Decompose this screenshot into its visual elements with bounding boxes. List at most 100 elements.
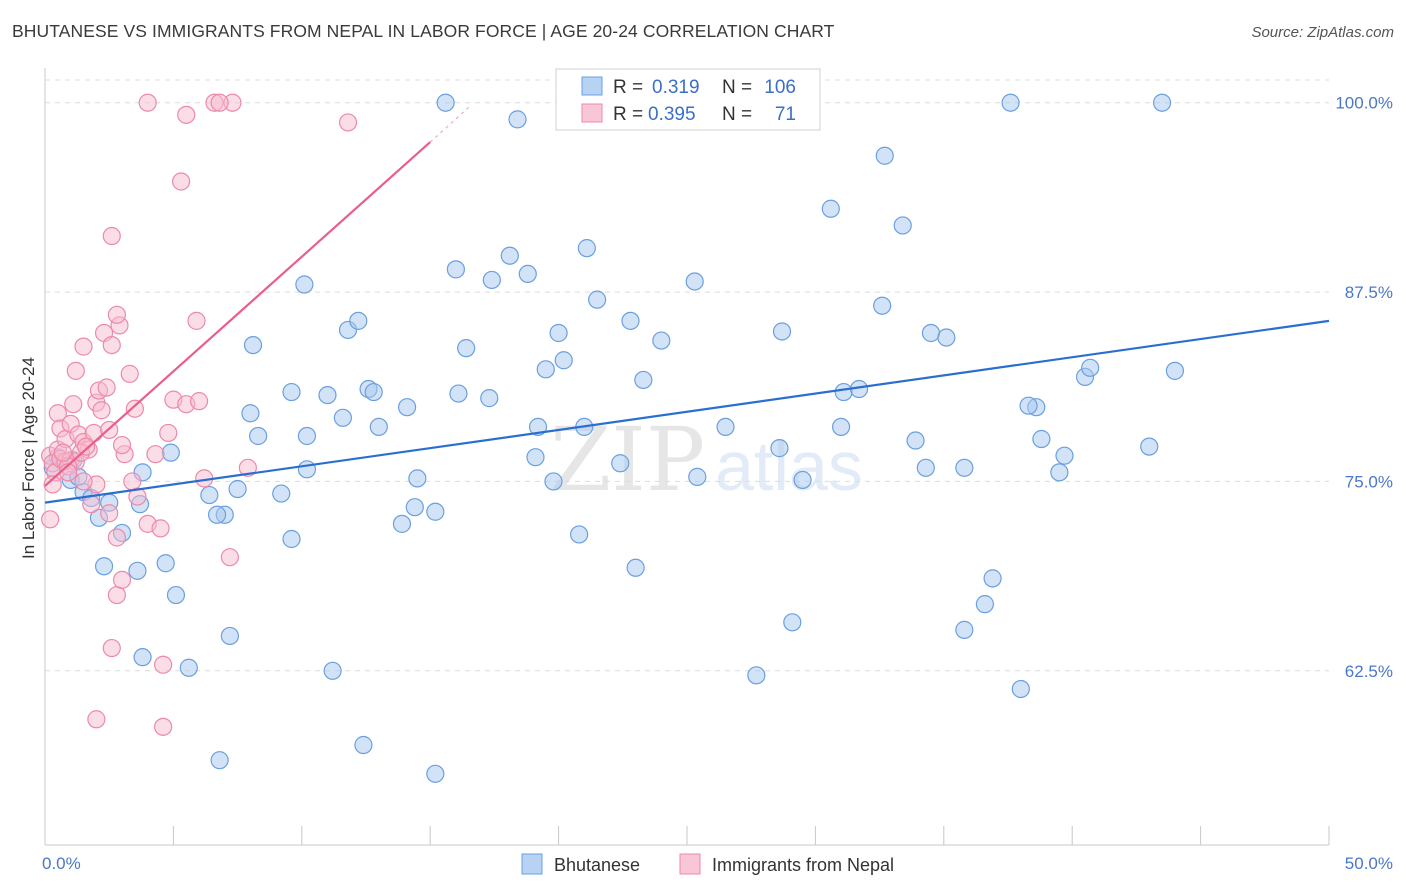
nepal-point: [238, 458, 257, 477]
bhutanese-point: [369, 417, 388, 437]
bhutanese-point: [821, 199, 840, 218]
bhutanese-point: [955, 458, 974, 477]
bhutanese-point: [875, 146, 894, 165]
nepal-point: [187, 311, 206, 330]
legend-n-label-1: N =: [722, 77, 752, 98]
bhutanese-point: [621, 311, 640, 330]
chart-title: BHUTANESE VS IMMIGRANTS FROM NEPAL IN LA…: [12, 21, 835, 41]
nepal-point: [220, 548, 239, 567]
legend-r-label-2: R =: [613, 104, 643, 125]
series-legend: Bhutanese Immigrants from Nepal: [521, 853, 894, 875]
nepal-point: [100, 504, 119, 523]
nepal-point: [151, 519, 170, 538]
bhutanese-point: [128, 561, 147, 580]
bhutanese-point: [1011, 679, 1030, 699]
nepal-point: [74, 472, 93, 491]
nepal-point: [41, 510, 60, 529]
bhutanese-point: [549, 323, 568, 343]
nepal-point: [172, 172, 191, 191]
bhutanese-point: [282, 382, 301, 402]
nepal-trend-line: [44, 141, 431, 487]
bhutanese-point: [436, 93, 455, 112]
bhutanese-point: [975, 595, 994, 614]
bhutanese-trend-line: [44, 319, 1330, 504]
nepal-point: [92, 401, 111, 420]
bhutanese-point: [588, 290, 607, 309]
nepal-point: [66, 361, 85, 380]
bhutanese-point: [408, 469, 427, 488]
bhutanese-point: [685, 272, 704, 291]
bhutanese-point: [1001, 93, 1020, 112]
bhutanese-point: [449, 384, 468, 403]
nepal-point: [177, 105, 196, 124]
nepal-point: [107, 528, 127, 547]
bhutanese-point: [318, 385, 337, 405]
bhutanese-point: [834, 382, 853, 402]
nepal-point: [43, 475, 62, 494]
bhutanese-point: [747, 666, 766, 685]
bhutanese-point: [500, 246, 519, 265]
bhutanese-point: [397, 398, 417, 417]
bhutanese-point: [161, 443, 180, 462]
nepal-point: [154, 655, 173, 674]
bhutanese-point: [1081, 358, 1100, 377]
bhutanese-point: [544, 472, 563, 491]
bhutanese-point: [937, 328, 956, 347]
nepal-point: [210, 93, 229, 112]
legend-n-value-2: 71: [775, 104, 796, 125]
y-tick-label: 100.0%: [1335, 94, 1393, 113]
bhutanese-point: [480, 389, 499, 408]
bhutanese-point: [482, 270, 501, 290]
bhutanese-point: [94, 557, 114, 576]
trend-lines: [44, 106, 1330, 504]
bhutanese-point: [652, 331, 671, 350]
bhutanese-point: [554, 351, 573, 370]
bhutanese-point: [295, 275, 314, 294]
nepal-point: [146, 445, 165, 464]
nepal-point: [76, 437, 96, 456]
bhutanese-point: [634, 370, 653, 390]
bhutanese-point: [1165, 361, 1185, 380]
bhutanese-point: [405, 498, 424, 517]
bhutanese-point: [156, 554, 175, 573]
bhutanese-point: [200, 485, 219, 505]
nepal-point: [107, 585, 127, 605]
y-tick-labels: 62.5% 75.0% 87.5% 100.0%: [1335, 94, 1393, 681]
bhutanese-point: [770, 439, 789, 458]
x-tick-label-min: 0.0%: [42, 854, 81, 873]
bhutanese-point: [364, 382, 383, 402]
bhutanese-point: [611, 454, 630, 473]
nepal-point: [82, 495, 101, 514]
bhutanese-point: [241, 404, 260, 423]
legend-r-label-1: R =: [613, 77, 643, 98]
bhutanese-point: [916, 458, 935, 477]
bhutanese-point: [243, 335, 263, 355]
bhutanese-point: [518, 264, 537, 284]
bhutanese-point: [1055, 446, 1074, 465]
legend-label-nepal: Immigrants from Nepal: [712, 855, 894, 875]
y-axis-label: In Labor Force | Age 20-24: [19, 357, 38, 559]
nepal-point: [123, 472, 142, 491]
bhutanese-point: [297, 426, 317, 446]
bhutanese-point: [166, 585, 186, 605]
bhutanese-point: [921, 323, 941, 343]
nepal-point: [102, 638, 121, 658]
bhutanese-point: [179, 658, 198, 677]
bhutanese-point: [446, 260, 465, 279]
bhutanese-point: [626, 558, 645, 577]
bhutanese-point: [210, 751, 229, 770]
nepal-point: [53, 443, 73, 462]
nepal-point: [159, 423, 178, 443]
bhutanese-point: [955, 620, 974, 639]
bhutanese-point: [1032, 429, 1051, 449]
y-tick-label: 62.5%: [1345, 662, 1393, 681]
bhutanese-point: [333, 408, 352, 427]
bhutanese-point: [831, 417, 851, 437]
bhutanese-point: [354, 735, 373, 755]
bhutanese-point: [873, 296, 892, 315]
watermark-atlas: atlas: [715, 427, 863, 505]
legend-n-value-1: 106: [764, 77, 796, 98]
legend-r-value-2: 0.395: [648, 104, 696, 125]
bhutanese-point: [526, 448, 545, 467]
legend-r-value-1: 0.319: [652, 77, 700, 98]
